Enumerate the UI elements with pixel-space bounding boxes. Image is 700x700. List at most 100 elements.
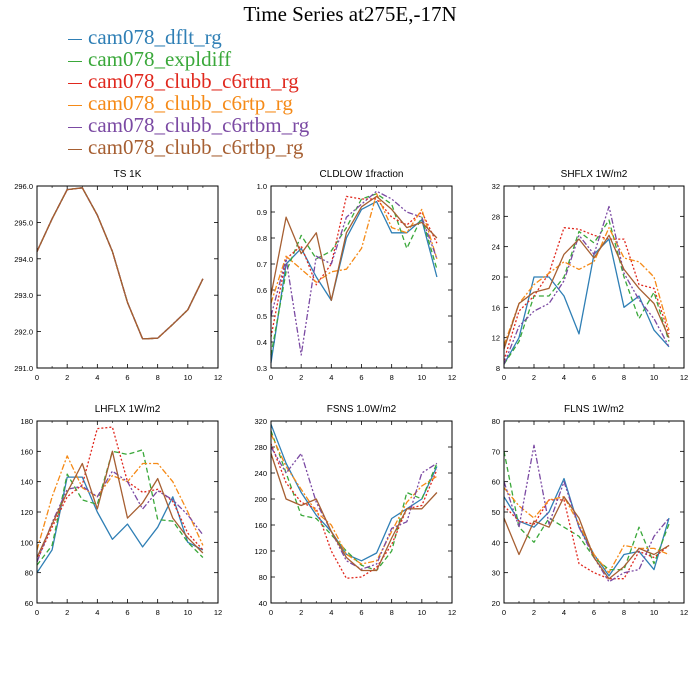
- series-line-cam078_clubb_c6rtbm_rg: [503, 205, 670, 365]
- x-tick-label: 6: [592, 608, 596, 617]
- x-tick-label: 6: [359, 373, 363, 382]
- y-tick-label: 20: [492, 599, 500, 608]
- legend: cam078_dflt_rg cam078_expldiff cam078_club…: [68, 26, 309, 158]
- y-tick-label: 0.6: [257, 286, 267, 295]
- panel-title: CLDLOW 1fraction: [320, 169, 404, 180]
- series-line-cam078_dflt_rg: [36, 187, 204, 340]
- y-tick-label: 1.0: [257, 182, 267, 191]
- series-line-cam078_clubb_c6rtbp_rg: [270, 195, 438, 302]
- series-line-cam078_dflt_rg: [270, 200, 438, 363]
- y-tick-label: 0.3: [257, 364, 267, 373]
- series-line-cam078_clubb_c6rtp_rg: [503, 487, 670, 574]
- x-tick-label: 6: [359, 608, 363, 617]
- x-tick-label: 8: [622, 373, 626, 382]
- series-line-cam078_expldiff: [36, 187, 204, 340]
- y-tick-label: 60: [492, 478, 500, 487]
- series-line-cam078_clubb_c6rtbm_rg: [270, 446, 438, 570]
- panel-title: FSNS 1.0W/m2: [327, 404, 397, 415]
- y-tick-label: 291.0: [14, 364, 33, 373]
- series-line-cam078_dflt_rg: [36, 476, 204, 574]
- series-line-cam078_dflt_rg: [503, 477, 670, 577]
- panel-3: LHFLX 1W/m2 0 2 4 6 8 10 12 60 80 100 120 140 160 180: [20, 404, 222, 617]
- y-tick-label: 100: [20, 538, 33, 547]
- y-tick-label: 120: [20, 508, 33, 517]
- series-line-cam078_clubb_c6rtm_rg: [503, 227, 670, 361]
- y-tick-label: 280: [254, 443, 267, 452]
- y-tick-label: 50: [492, 508, 500, 517]
- series-line-cam078_clubb_c6rtbm_rg: [36, 187, 204, 340]
- series-line-cam078_expldiff: [270, 430, 438, 572]
- series-line-cam078_clubb_c6rtbp_rg: [503, 496, 670, 580]
- legend-label: cam078_clubb_c6rtp_rg: [88, 91, 293, 115]
- panel-5: FLNS 1W/m2 0 2 4 6 8 10 12 20 30 40 50 60 70 80: [492, 404, 689, 617]
- y-tick-label: 320: [254, 417, 267, 426]
- plot-frame: [270, 420, 453, 604]
- x-tick-label: 2: [65, 373, 69, 382]
- series-line-cam078_clubb_c6rtm_rg: [270, 195, 438, 337]
- y-tick-label: 20: [492, 273, 500, 282]
- x-tick-label: 6: [125, 373, 129, 382]
- series-line-cam078_expldiff: [270, 193, 438, 356]
- plot-frame: [270, 185, 453, 369]
- x-tick-label: 12: [680, 373, 688, 382]
- y-tick-label: 60: [25, 599, 33, 608]
- series-line-cam078_expldiff: [36, 449, 204, 566]
- legend-label: cam078_clubb_c6rtbm_rg: [88, 113, 310, 137]
- legend-label: cam078_clubb_c6rtm_rg: [88, 69, 299, 93]
- series-line-cam078_clubb_c6rtp_rg: [503, 227, 670, 346]
- x-tick-label: 10: [418, 608, 426, 617]
- x-tick-label: 10: [184, 373, 192, 382]
- legend-line-swatch: [68, 126, 82, 128]
- y-tick-label: 0.9: [257, 208, 267, 217]
- series-line-cam078_clubb_c6rtp_rg: [36, 187, 204, 340]
- x-tick-label: 12: [680, 608, 688, 617]
- legend-line-swatch: [68, 38, 82, 40]
- x-tick-label: 0: [35, 608, 39, 617]
- legend-item: cam078_clubb_c6rtp_rg: [68, 92, 309, 114]
- x-tick-label: 8: [622, 608, 626, 617]
- series-line-cam078_clubb_c6rtbp_rg: [270, 453, 438, 572]
- y-tick-label: 12: [492, 334, 500, 343]
- y-tick-label: 28: [492, 212, 500, 221]
- series-line-cam078_clubb_c6rtbp_rg: [36, 450, 204, 558]
- y-tick-label: 180: [20, 417, 33, 426]
- panel-0: TS 1K 0 2 4 6 8 10 12 291.0 292.0 293.0 294.0 295.0 2…: [14, 169, 222, 382]
- y-tick-label: 80: [492, 417, 500, 426]
- legend-label: cam078_expldiff: [88, 47, 232, 71]
- y-tick-label: 293.0: [14, 291, 33, 300]
- x-tick-label: 4: [562, 608, 566, 617]
- x-tick-label: 8: [156, 608, 160, 617]
- x-tick-label: 10: [184, 608, 192, 617]
- x-tick-label: 10: [650, 373, 658, 382]
- y-tick-label: 0.4: [257, 338, 267, 347]
- y-tick-label: 70: [492, 447, 500, 456]
- series-line-cam078_clubb_c6rtbp_rg: [503, 234, 670, 350]
- plot-frame: [503, 420, 685, 604]
- x-tick-label: 8: [390, 373, 394, 382]
- legend-line-swatch: [68, 60, 82, 62]
- x-tick-label: 0: [35, 373, 39, 382]
- x-tick-label: 4: [95, 608, 99, 617]
- x-tick-label: 2: [532, 608, 536, 617]
- series-line-cam078_clubb_c6rtbm_rg: [36, 470, 204, 563]
- y-tick-label: 40: [259, 599, 267, 608]
- x-tick-label: 0: [269, 608, 273, 617]
- series-line-cam078_expldiff: [503, 451, 670, 571]
- y-tick-label: 80: [259, 573, 267, 582]
- legend-label: cam078_dflt_rg: [88, 25, 222, 49]
- x-tick-label: 2: [65, 608, 69, 617]
- series-line-cam078_clubb_c6rtp_rg: [270, 193, 438, 304]
- y-tick-label: 240: [254, 469, 267, 478]
- x-tick-label: 0: [269, 373, 273, 382]
- y-tick-label: 296.0: [14, 182, 33, 191]
- series-line-cam078_dflt_rg: [270, 424, 438, 562]
- legend-line-swatch: [68, 104, 82, 106]
- x-tick-label: 2: [299, 608, 303, 617]
- series-line-cam078_clubb_c6rtp_rg: [36, 455, 204, 551]
- panel-1: CLDLOW 1fraction 0 2 4 6 8 10 12 0.3 0.4 0.5 0.6 0.7…: [257, 169, 457, 382]
- y-tick-label: 200: [254, 495, 267, 504]
- x-tick-label: 4: [329, 608, 333, 617]
- panel-title: SHFLX 1W/m2: [561, 169, 628, 180]
